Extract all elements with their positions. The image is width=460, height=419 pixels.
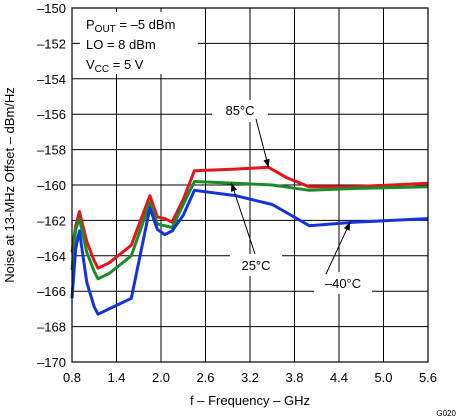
y-tick-label: –166 xyxy=(37,284,66,299)
y-tick-label: –152 xyxy=(37,36,66,51)
label-minus40c: –40°C xyxy=(325,276,361,291)
annotation-leader xyxy=(325,221,351,275)
x-tick-label: 4.4 xyxy=(330,370,348,385)
conditions-box xyxy=(80,12,198,74)
series-line-25c xyxy=(70,180,429,281)
condition-vcc: VCC = 5 V xyxy=(86,57,144,75)
annotation-arrowhead xyxy=(230,183,238,192)
annotation-leader xyxy=(230,183,256,255)
y-tick-label: –156 xyxy=(37,107,66,122)
condition-lo: LO = 8 dBm xyxy=(86,37,156,52)
y-tick-label: –162 xyxy=(37,213,66,228)
figure-id: G020 xyxy=(436,409,456,418)
series-lines xyxy=(70,165,429,316)
annotation-arrowhead xyxy=(263,158,270,168)
y-tick-label: –158 xyxy=(37,143,66,158)
series-line-40c xyxy=(70,188,429,316)
x-tick-label: 5.6 xyxy=(419,370,437,385)
y-tick-label: –160 xyxy=(37,178,66,193)
x-tick-label: 0.8 xyxy=(63,370,81,385)
y-tick-labels: –150 –152 –154 –156 –158 –160 –162 –164 –166 –168… xyxy=(37,1,66,370)
label-bg-25c xyxy=(230,254,282,276)
x-tick-label: 3.8 xyxy=(285,370,303,385)
y-tick-label: –168 xyxy=(37,320,66,335)
label-25c: 25°C xyxy=(241,258,270,273)
y-tick-label: –164 xyxy=(37,249,66,264)
x-tick-label: 3.2 xyxy=(241,370,259,385)
plot-frame xyxy=(71,7,429,363)
y-axis-label: Noise at 13-MHz Offset – dBm/Hz xyxy=(2,87,17,283)
annotation-arrowhead xyxy=(343,222,351,231)
annotation-leaders xyxy=(230,118,351,275)
label-bg-40c xyxy=(314,272,372,294)
y-tick-label: –150 xyxy=(37,1,66,16)
annotation-leader xyxy=(255,118,270,168)
series-line-85c xyxy=(70,165,429,270)
y-tick-label: –154 xyxy=(37,72,66,87)
label-bg-85c xyxy=(212,100,268,122)
x-tick-label: 1.4 xyxy=(107,370,125,385)
y-tick-label: –170 xyxy=(37,355,66,370)
label-85c: 85°C xyxy=(225,103,254,118)
x-tick-label: 2.6 xyxy=(196,370,214,385)
x-axis-label: f – Frequency – GHz xyxy=(190,393,310,408)
condition-pout: POUT = –5 dBm xyxy=(86,17,175,35)
x-tick-label: 2.0 xyxy=(152,370,170,385)
x-tick-label: 5.0 xyxy=(374,370,392,385)
x-tick-labels: 0.8 1.4 2.0 2.6 3.2 3.8 4.4 5.0 5.6 xyxy=(63,370,437,385)
